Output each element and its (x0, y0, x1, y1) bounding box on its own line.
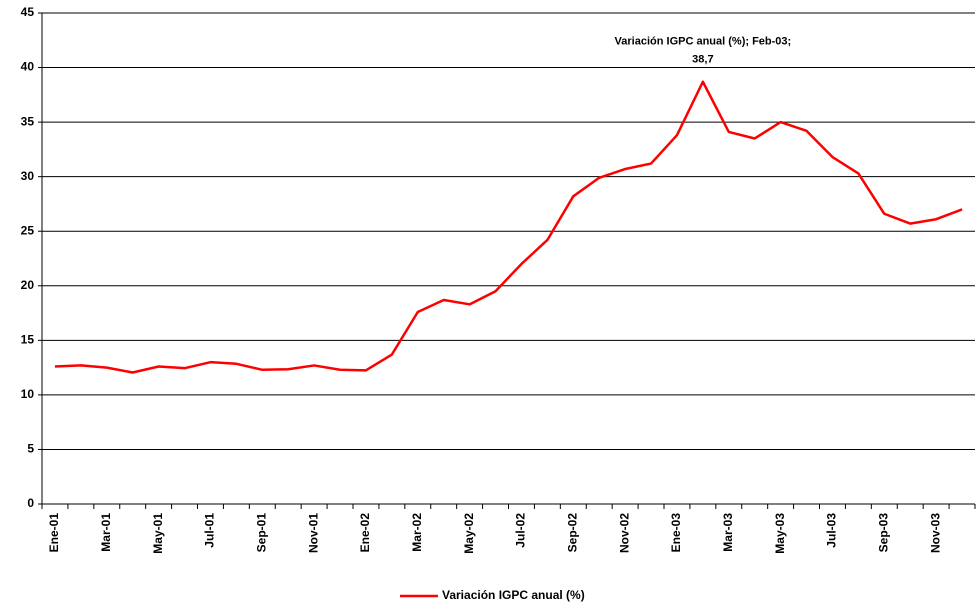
x-tick-label: Ene-02 (358, 513, 372, 553)
y-tick-label: 15 (21, 333, 35, 347)
y-tick-label: 0 (27, 496, 34, 510)
y-tick-label: 20 (21, 278, 35, 292)
x-tick-label: May-03 (773, 513, 787, 554)
y-tick-label: 10 (21, 387, 35, 401)
x-tick-label: Ene-03 (669, 513, 683, 553)
x-tick-label: Jul-01 (203, 513, 217, 548)
series-line (54, 80, 963, 374)
x-tick-label: May-02 (462, 513, 476, 554)
x-tick-label: Jul-03 (825, 513, 839, 548)
annotation: Variación IGPC anual (%); Feb-03; (615, 36, 792, 48)
x-tick-label: Ene-01 (47, 513, 61, 553)
y-tick-label: 35 (21, 114, 35, 128)
data-label: 38,7 (692, 54, 713, 66)
x-tick-label: Mar-02 (410, 513, 424, 552)
y-tick-label: 40 (21, 60, 35, 74)
x-tick-label: Sep-03 (876, 513, 890, 553)
legend-label: Variación IGPC anual (%) (442, 588, 585, 602)
x-tick-label: Mar-01 (99, 513, 113, 552)
y-tick-label: 45 (21, 5, 35, 19)
x-tick-label: Nov-02 (617, 513, 631, 553)
y-tick-label: 30 (21, 169, 35, 183)
x-tick-label: Sep-02 (565, 513, 579, 553)
x-tick-label: May-01 (151, 513, 165, 554)
x-tick-label: Nov-01 (306, 513, 320, 553)
x-tick-label: Mar-03 (721, 513, 735, 552)
y-tick-label: 5 (27, 442, 34, 456)
y-tick-label: 25 (21, 223, 35, 237)
x-tick-label: Sep-01 (254, 513, 268, 553)
x-tick-label: Nov-03 (928, 513, 942, 553)
x-tick-label: Jul-02 (514, 513, 528, 548)
